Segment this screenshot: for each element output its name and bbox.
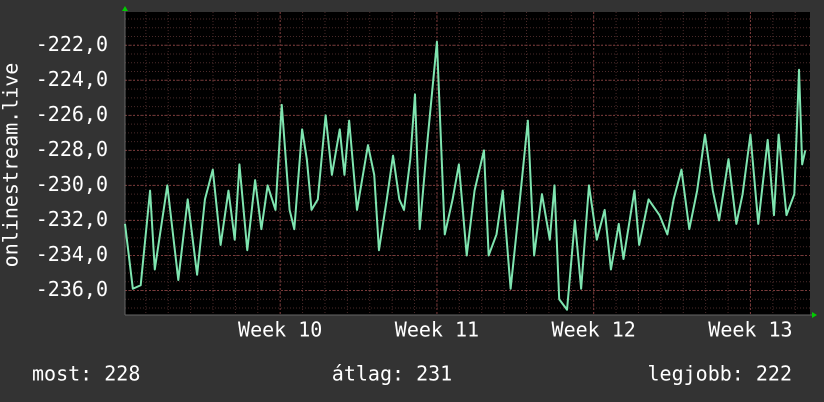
x-tick-label: Week 13: [708, 318, 792, 342]
summary-best: legjobb: 222: [648, 362, 793, 386]
y-tick-label: -232,0: [36, 207, 108, 231]
x-tick-label: Week 12: [552, 318, 636, 342]
y-tick-label: -228,0: [36, 137, 108, 161]
y-axis-label: onlinestream.live: [0, 63, 23, 268]
data-line: [124, 40, 807, 311]
summary-average: átlag: 231: [332, 362, 452, 386]
y-tick-label: -224,0: [36, 67, 108, 91]
y-tick-label: -226,0: [36, 102, 108, 126]
y-tick-label: -234,0: [36, 242, 108, 266]
plot-area: [125, 12, 810, 315]
y-tick-label: -236,0: [36, 277, 108, 301]
summary-current: most: 228: [32, 362, 140, 386]
x-tick-label: Week 11: [395, 318, 479, 342]
y-tick-label: -222,0: [36, 32, 108, 56]
axis-arrow: [812, 312, 817, 318]
axis-arrow: [122, 6, 128, 11]
x-tick-label: Week 10: [238, 318, 322, 342]
y-tick-label: -230,0: [36, 172, 108, 196]
